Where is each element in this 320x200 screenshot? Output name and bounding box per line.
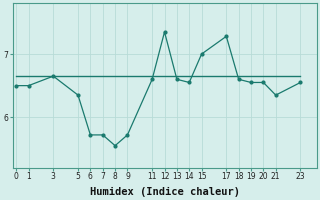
X-axis label: Humidex (Indice chaleur): Humidex (Indice chaleur) xyxy=(90,186,240,197)
